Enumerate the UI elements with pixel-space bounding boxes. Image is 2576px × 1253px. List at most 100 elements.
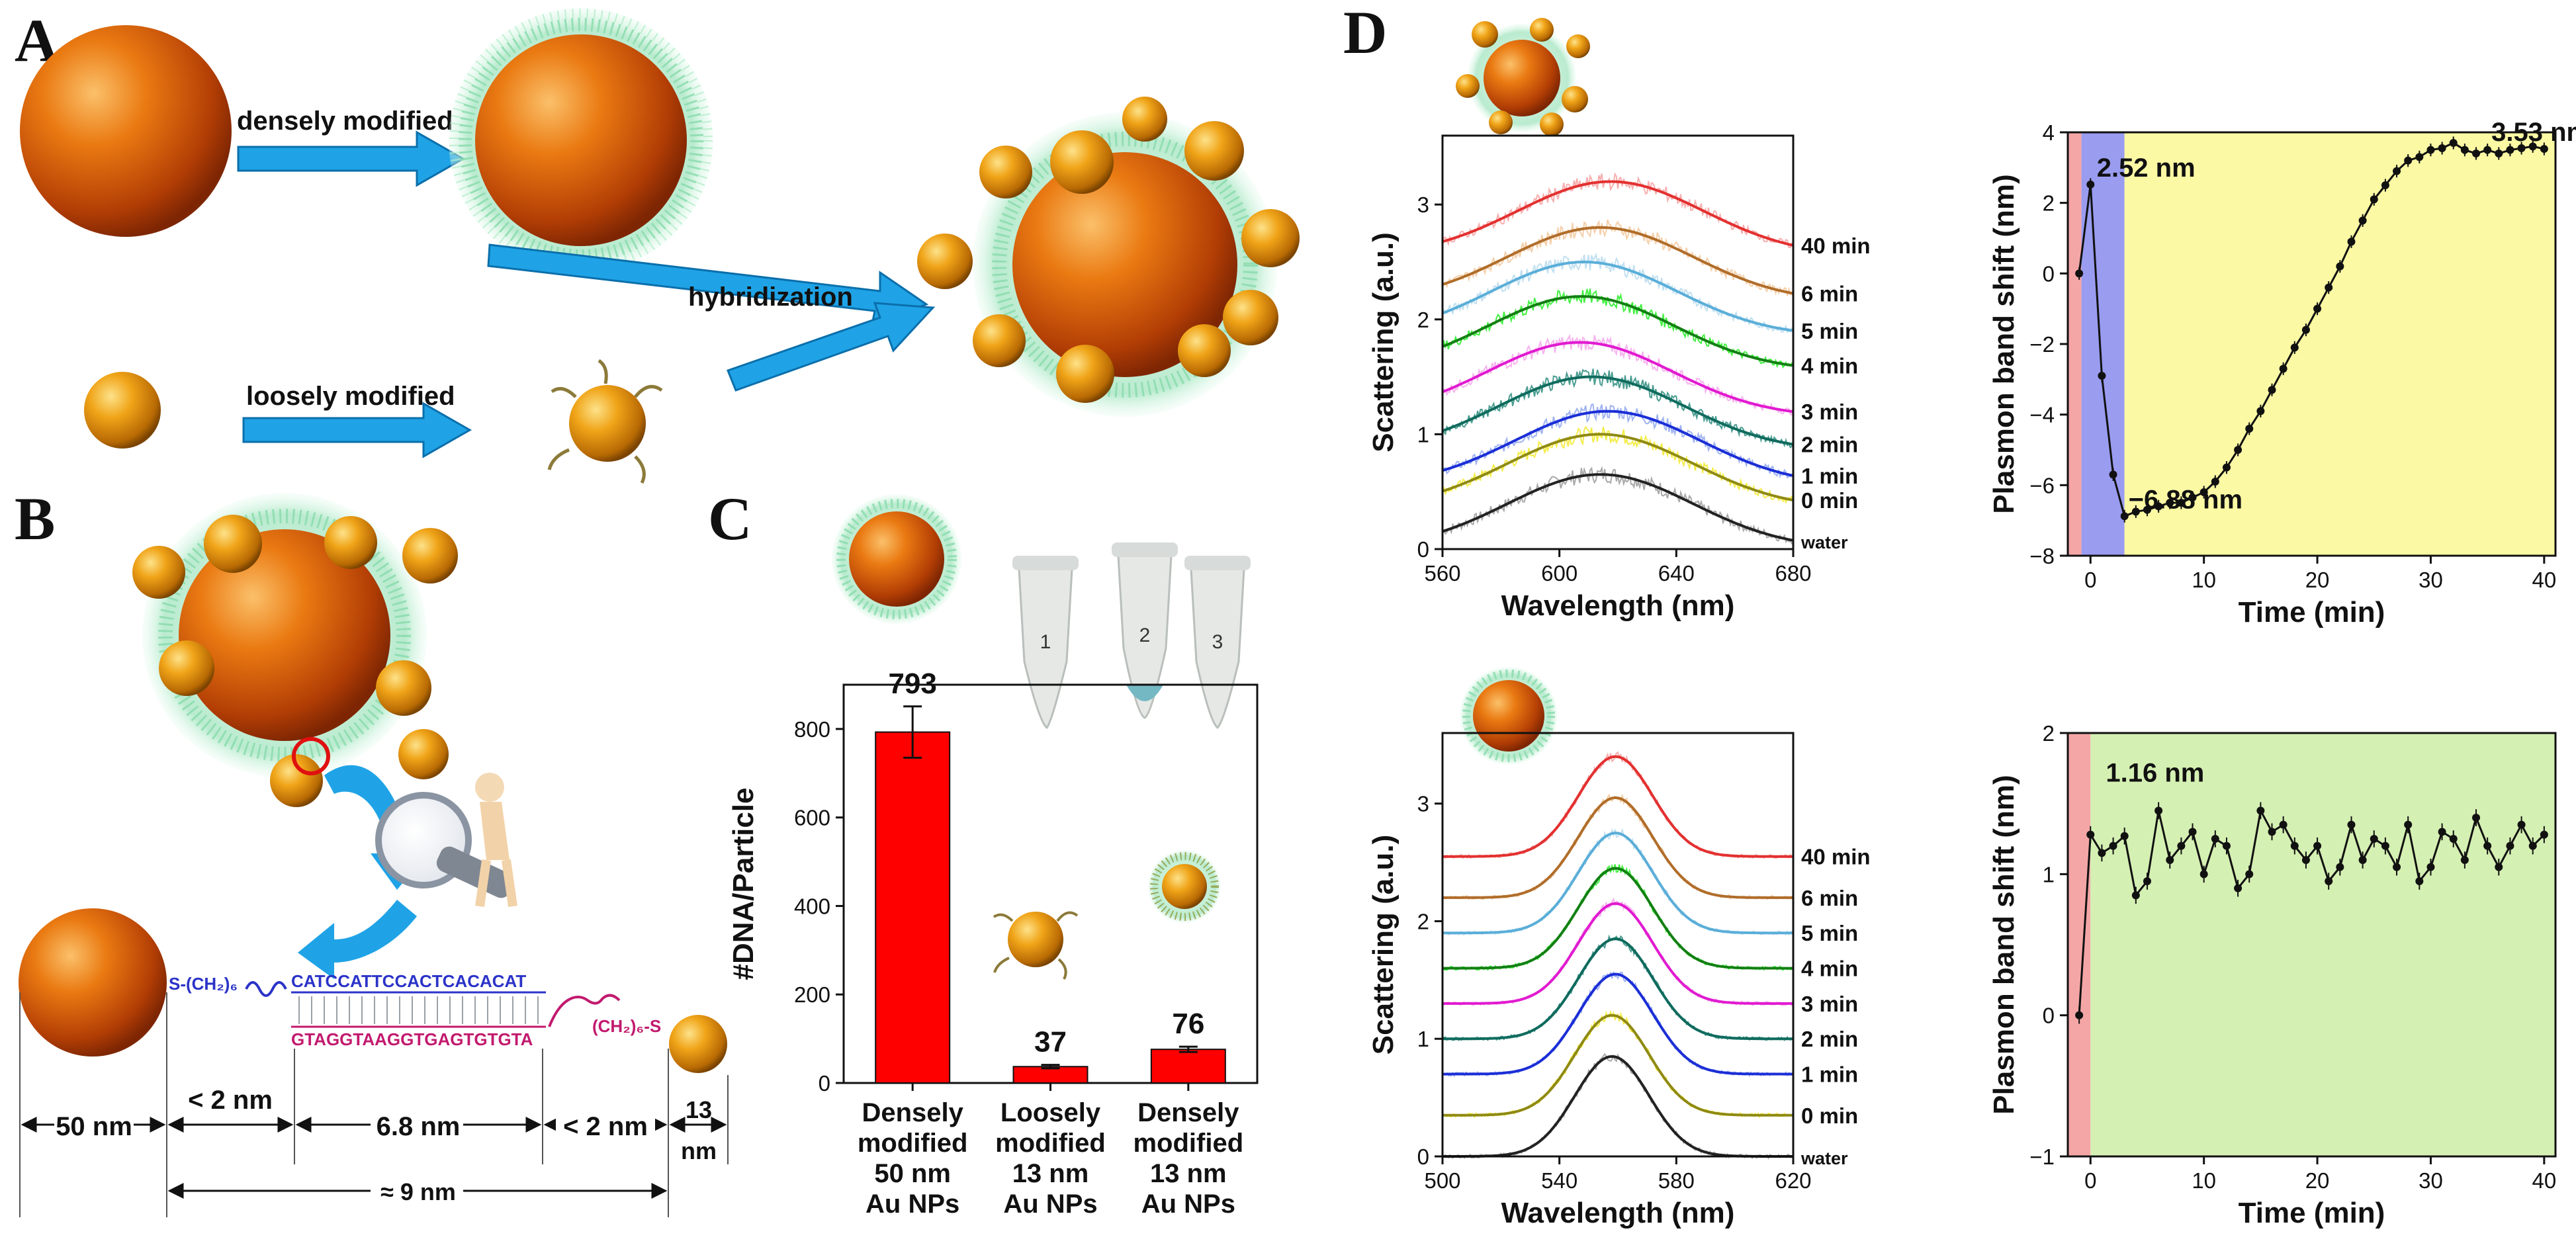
- shift-line: [2078, 807, 2545, 1015]
- raw-trace-5: [1442, 863, 1794, 971]
- data-point-35: [2472, 150, 2481, 157]
- x-tick-label-2: 580: [1658, 1168, 1695, 1193]
- data-point-2: [2098, 372, 2106, 380]
- bar-0: [875, 731, 951, 1084]
- data-point-10: [2188, 828, 2197, 836]
- data-point-13: [2222, 842, 2231, 850]
- y-axis-title: Plasmon band shift (nm): [1988, 174, 2020, 513]
- x-tick-label-0: 500: [1424, 1168, 1460, 1193]
- raw-trace-8: [1442, 172, 1794, 249]
- raw-trace-1: [1442, 425, 1794, 504]
- y-tick-label-3: −2: [2029, 332, 2055, 357]
- data-point-38: [2506, 146, 2514, 154]
- data-point-29: [2404, 820, 2413, 829]
- data-point-40: [2528, 142, 2537, 151]
- y-tick-label-1: 0: [2043, 1004, 2055, 1028]
- y-tick-label-4: 0: [2043, 261, 2055, 286]
- tube-label-1: 1: [1040, 631, 1051, 653]
- particle-icon-satellite-top: [1456, 18, 1590, 136]
- annotation-1: 3.53 nm: [2491, 118, 2576, 147]
- data-point-28: [2393, 863, 2401, 871]
- fit-line-8: [1443, 755, 1793, 858]
- x-tick-label-3: 680: [1775, 561, 1811, 585]
- dim-50-bg: [54, 1113, 134, 1139]
- series-label-2: 1 min: [1801, 464, 1858, 488]
- fit-line-8: [1442, 180, 1794, 247]
- series-label-5: 4 min: [1801, 957, 1858, 981]
- x-tick-label-1: 10: [2192, 568, 2216, 592]
- x-axis-title: Wavelength (nm): [1501, 1197, 1735, 1229]
- data-point-34: [2460, 146, 2469, 154]
- data-point-41: [2540, 145, 2548, 153]
- series-label-5: 4 min: [1801, 353, 1858, 378]
- category-label-2-1: modified: [1133, 1129, 1243, 1158]
- panel-b: B S-(CH₂)₆: [15, 485, 729, 1217]
- category-label-0-2: 50 nm: [874, 1159, 951, 1188]
- data-point-39: [2517, 144, 2526, 152]
- dim-13-label: 13: [686, 1096, 712, 1123]
- series-label-1: 0 min: [1801, 1103, 1858, 1128]
- y-axis-title: Plasmon band shift (nm): [1988, 775, 2020, 1114]
- category-label-0-0: Densely: [862, 1098, 963, 1127]
- panel-label-c: C: [708, 485, 752, 552]
- data-point-12: [2211, 478, 2219, 486]
- chart-shift-control: 0 10 20 30 40 −1 0 1 2 Time (min) Plasmon band shi…: [1988, 721, 2557, 1229]
- data-point-35: [2472, 814, 2481, 822]
- y-axis-title: Scattering (a.u.): [1367, 232, 1399, 453]
- chart-dna-per-particle: 0200400600800#DNA/Particle793Denselymodi…: [727, 668, 1259, 1219]
- data-point-36: [2483, 842, 2492, 850]
- data-point-15: [2245, 425, 2254, 433]
- data-point-3: [2109, 470, 2117, 479]
- nanoparticle-13nm: [669, 1015, 727, 1073]
- data-point-2: [2098, 849, 2106, 857]
- y-tick-label-1: 1: [1417, 422, 1429, 447]
- data-point-6: [2143, 877, 2151, 885]
- series-label-7: 6 min: [1801, 282, 1858, 306]
- series-label-2: 1 min: [1801, 1062, 1858, 1087]
- linker-right-spacer: [548, 994, 621, 1027]
- y-tick-label-2: 1: [2043, 862, 2055, 886]
- data-point-32: [2438, 828, 2446, 836]
- data-point-31: [2426, 863, 2435, 871]
- shaded-region-1: [2090, 733, 2555, 1156]
- data-point-33: [2449, 835, 2458, 843]
- raw-trace-2: [1442, 971, 1794, 1078]
- data-point-17: [2268, 386, 2276, 394]
- panel-a: A densely modified hybridization loosely…: [15, 7, 1300, 484]
- x-tick-label-2: 640: [1658, 561, 1695, 585]
- data-point-0: [2075, 1011, 2084, 1019]
- raw-trace-4: [1442, 897, 1794, 1007]
- fit-line-2: [1443, 972, 1793, 1076]
- data-point-18: [2279, 365, 2287, 373]
- data-point-14: [2234, 884, 2243, 892]
- data-point-24: [2347, 820, 2356, 829]
- data-point-8: [2166, 856, 2174, 864]
- arrow-hybridization-lower: [727, 302, 936, 392]
- fit-line-7: [1442, 226, 1794, 295]
- x-tick-label-1: 600: [1541, 561, 1577, 585]
- data-point-4: [2120, 512, 2129, 521]
- data-point-40: [2528, 842, 2537, 850]
- data-point-19: [2290, 842, 2299, 850]
- fit-line-7: [1443, 796, 1793, 899]
- data-point-20: [2301, 856, 2310, 864]
- x-tick-label-3: 30: [2419, 1168, 2443, 1193]
- bar-value-label-1: 37: [1034, 1026, 1067, 1059]
- data-point-19: [2290, 343, 2299, 352]
- data-point-32: [2438, 144, 2446, 152]
- particle-icon-dense-13: [1148, 850, 1221, 923]
- bar-value-label-2: 76: [1172, 1008, 1204, 1040]
- y-axis-title: Scattering (a.u.): [1367, 835, 1399, 1055]
- data-point-9: [2177, 499, 2186, 507]
- annotation-2: −6.88 nm: [2129, 485, 2243, 514]
- tube-label-3: 3: [1212, 631, 1223, 653]
- plot-frame: [1441, 134, 1795, 550]
- dim-total-bg: [371, 1179, 463, 1204]
- x-tick-label-0: 0: [2084, 1168, 2096, 1193]
- data-point-29: [2404, 156, 2413, 165]
- data-point-37: [2495, 150, 2503, 157]
- plot-frame: [2066, 732, 2557, 1158]
- raw-trace-0: [1442, 1053, 1794, 1160]
- fit-line-5: [1443, 867, 1793, 970]
